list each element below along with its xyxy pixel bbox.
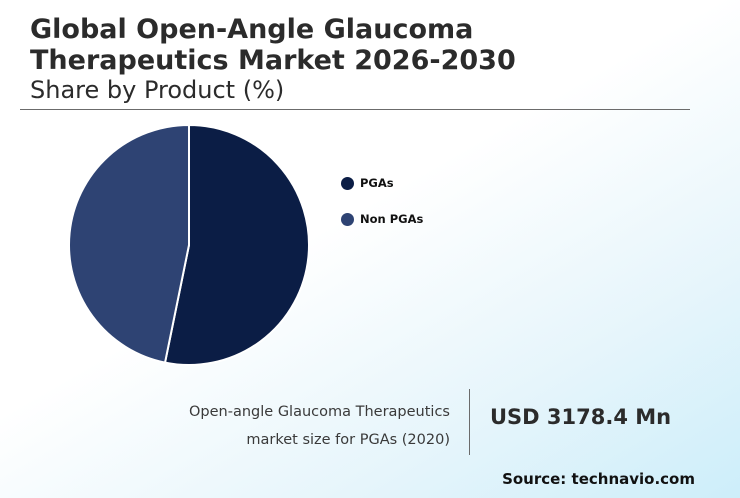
market-size-caption: Open-angle Glaucoma Therapeutics market …	[189, 398, 450, 454]
legend-item-pgas: PGAs	[341, 174, 423, 192]
legend-swatch-non-pgas	[341, 212, 354, 226]
pie-slices	[68, 123, 310, 366]
header-divider	[20, 109, 690, 110]
market-size-value: USD 3178.4 Mn	[490, 405, 672, 429]
legend-label-pgas: PGAs	[360, 176, 394, 190]
chart-legend: PGAs Non PGAs	[341, 174, 423, 246]
chart-subtitle: Share by Product (%)	[30, 76, 285, 104]
caption-line-1: Open-angle Glaucoma Therapeutics	[189, 404, 450, 420]
legend-label-non-pgas: Non PGAs	[360, 212, 424, 226]
pie-slice-pgas	[163, 123, 310, 366]
callout-divider	[469, 389, 470, 455]
legend-item-non-pgas: Non PGAs	[341, 210, 423, 228]
chart-header: Global Open-Angle Glaucoma Therapeutics …	[30, 14, 650, 104]
caption-line-2: market size for PGAs (2020)	[246, 432, 450, 448]
pie-slice-non-pgas	[68, 123, 190, 364]
legend-swatch-pgas	[341, 176, 354, 190]
chart-title: Global Open-Angle Glaucoma Therapeutics …	[30, 14, 516, 76]
source-credit: Source: technavio.com	[502, 470, 695, 488]
